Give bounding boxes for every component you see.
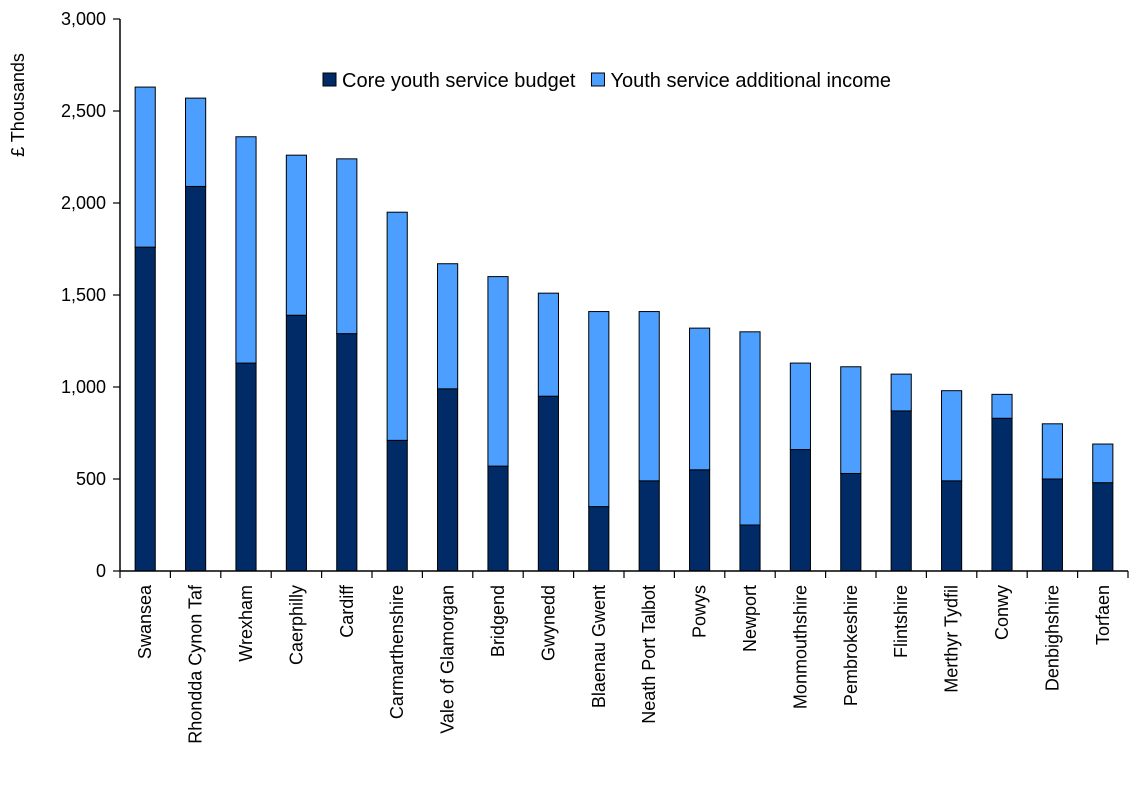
y-tick-label: 0 <box>96 561 106 581</box>
bar-core-bridgend <box>487 465 509 572</box>
legend-label: Core youth service budget <box>342 70 576 92</box>
x-tick-label: Carmarthenshire <box>387 585 407 719</box>
x-tick-label: Newport <box>740 585 760 652</box>
bar-core-vale-of-glamorgan <box>437 388 459 572</box>
bar-core-blaenau-gwent <box>588 506 610 572</box>
y-tick-label: 500 <box>76 469 106 489</box>
bar-additional-cardiff <box>336 158 358 335</box>
bar-core-newport <box>739 524 761 572</box>
bar-additional-merthyr-tydfil <box>941 390 963 482</box>
bar-additional-vale-of-glamorgan <box>437 263 459 390</box>
x-tick-label: Pembrokeshire <box>841 585 861 706</box>
bar-core-cardiff <box>336 333 358 572</box>
bar-additional-caerphilly <box>285 154 307 316</box>
legend-swatch <box>590 72 605 87</box>
y-tick-label: 2,000 <box>61 193 106 213</box>
x-tick-label: Caerphilly <box>286 585 306 665</box>
y-tick-label: 2,500 <box>61 101 106 121</box>
bar-additional-torfaen <box>1092 443 1114 484</box>
x-tick-label: Cardiff <box>337 584 357 638</box>
bar-core-flintshire <box>890 410 912 572</box>
x-tick-label: Torfaen <box>1093 585 1113 645</box>
bar-core-merthyr-tydfil <box>941 480 963 572</box>
bar-core-rhondda-cynon-taf <box>185 185 207 572</box>
bar-core-monmouthshire <box>789 449 811 572</box>
bar-additional-flintshire <box>890 373 912 412</box>
x-tick-label: Powys <box>690 585 710 638</box>
bar-additional-bridgend <box>487 276 509 467</box>
bars <box>134 86 1114 572</box>
y-axis-title: £ Thousands <box>8 53 28 157</box>
x-tick-label: Neath Port Talbot <box>639 585 659 724</box>
bar-additional-powys <box>689 327 711 471</box>
bar-core-swansea <box>134 246 156 572</box>
bar-additional-monmouthshire <box>789 362 811 451</box>
bar-core-conwy <box>991 417 1013 572</box>
legend-swatch <box>322 72 337 87</box>
bar-additional-conwy <box>991 393 1013 419</box>
legend: Core youth service budget Youth service a… <box>322 70 891 92</box>
bar-core-pembrokeshire <box>840 472 862 572</box>
x-tick-label: Rhondda Cynon Taf <box>186 584 206 744</box>
x-tick-label: Conwy <box>992 585 1012 640</box>
x-tick-label: Vale of Glamorgan <box>438 585 458 734</box>
x-tick-label: Swansea <box>135 584 155 659</box>
y-axis: 0 500 1,000 1,500 2,000 2,500 3,000 <box>61 9 121 581</box>
bar-additional-swansea <box>134 86 156 248</box>
bar-additional-wrexham <box>235 136 257 364</box>
x-tick-label: Blaenau Gwent <box>589 585 609 708</box>
bar-core-caerphilly <box>285 314 307 572</box>
x-tick-label: Monmouthshire <box>790 585 810 709</box>
bar-core-powys <box>689 469 711 572</box>
bar-core-gwynedd <box>537 395 559 572</box>
x-tick-label: Bridgend <box>488 585 508 657</box>
x-tick-label: Merthyr Tydfil <box>942 585 962 693</box>
x-tick-label: Wrexham <box>236 585 256 662</box>
bar-additional-neath-port-talbot <box>638 311 660 482</box>
x-tick-label: Flintshire <box>891 585 911 658</box>
bar-core-denbighshire <box>1041 478 1063 572</box>
x-tick-label: Denbighshire <box>1042 585 1062 691</box>
legend-label: Youth service additional income <box>610 70 891 92</box>
y-tick-label: 1,000 <box>61 377 106 397</box>
x-tick-label: Gwynedd <box>538 585 558 661</box>
bar-additional-pembrokeshire <box>840 366 862 474</box>
bar-additional-newport <box>739 331 761 526</box>
bar-additional-carmarthenshire <box>386 211 408 441</box>
y-tick-label: 3,000 <box>61 9 106 29</box>
bar-additional-rhondda-cynon-taf <box>185 97 207 187</box>
x-axis: Swansea Rhondda Cynon Taf Wrexham Caerphill… <box>119 570 1129 744</box>
bar-core-carmarthenshire <box>386 439 408 572</box>
bar-additional-gwynedd <box>537 292 559 397</box>
bar-additional-denbighshire <box>1041 423 1063 480</box>
bar-additional-blaenau-gwent <box>588 311 610 508</box>
bar-core-torfaen <box>1092 482 1114 572</box>
bar-core-wrexham <box>235 362 257 572</box>
y-tick-label: 1,500 <box>61 285 106 305</box>
bar-core-neath-port-talbot <box>638 480 660 572</box>
